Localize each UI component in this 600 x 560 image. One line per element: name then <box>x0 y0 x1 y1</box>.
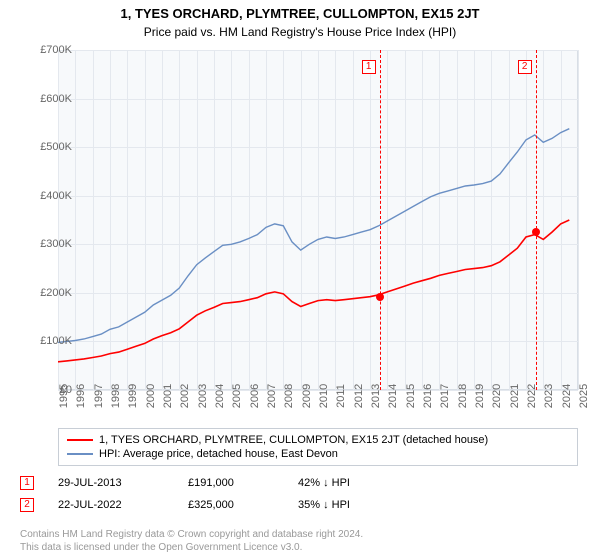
x-axis-label: 2000 <box>145 384 157 408</box>
event-date: 22-JUL-2022 <box>58 499 188 511</box>
y-axis-label: £200K <box>22 287 72 299</box>
event-marker-1: 1 <box>20 476 34 490</box>
x-axis-label: 2009 <box>301 384 313 408</box>
event-diff: 35% ↓ HPI <box>298 499 418 511</box>
y-axis-label: £600K <box>22 93 72 105</box>
x-axis-label: 2014 <box>387 384 399 408</box>
marker-line-1 <box>380 50 381 390</box>
x-axis-label: 2006 <box>249 384 261 408</box>
x-axis-label: 2004 <box>214 384 226 408</box>
event-row: 2 22-JUL-2022 £325,000 35% ↓ HPI <box>20 494 580 516</box>
grid-line-v <box>578 50 579 390</box>
x-axis-label: 2025 <box>578 384 590 408</box>
x-axis-label: 2012 <box>353 384 365 408</box>
event-price: £325,000 <box>188 499 298 511</box>
y-axis-label: £100K <box>22 335 72 347</box>
x-axis-label: 2017 <box>439 384 451 408</box>
x-axis-label: 2024 <box>561 384 573 408</box>
footer-line1: Contains HM Land Registry data © Crown c… <box>20 528 363 541</box>
legend-swatch-price <box>67 439 93 442</box>
footer-attribution: Contains HM Land Registry data © Crown c… <box>20 528 363 554</box>
legend-row: HPI: Average price, detached house, East… <box>67 447 569 461</box>
y-axis-label: £500K <box>22 141 72 153</box>
x-axis-label: 2011 <box>335 384 347 408</box>
event-price: £191,000 <box>188 477 298 489</box>
x-axis-label: 2001 <box>162 384 174 408</box>
event-marker-2: 2 <box>20 498 34 512</box>
event-date: 29-JUL-2013 <box>58 477 188 489</box>
marker-dot-1 <box>376 293 384 301</box>
legend-row: 1, TYES ORCHARD, PLYMTREE, CULLOMPTON, E… <box>67 433 569 447</box>
x-axis-label: 2003 <box>197 384 209 408</box>
x-axis-label: 2008 <box>283 384 295 408</box>
events-table: 1 29-JUL-2013 £191,000 42% ↓ HPI 2 22-JU… <box>20 472 580 516</box>
y-axis-label: £300K <box>22 238 72 250</box>
chart-lines <box>58 50 578 390</box>
x-axis-label: 2016 <box>422 384 434 408</box>
legend-label-hpi: HPI: Average price, detached house, East… <box>99 448 338 460</box>
x-axis-label: 1997 <box>93 384 105 408</box>
y-axis-label: £0 <box>22 384 72 396</box>
x-axis-label: 1998 <box>110 384 122 408</box>
y-axis-label: £400K <box>22 190 72 202</box>
x-axis-label: 2005 <box>231 384 243 408</box>
x-axis-label: 2018 <box>457 384 469 408</box>
y-axis-label: £700K <box>22 44 72 56</box>
chart-subtitle: Price paid vs. HM Land Registry's House … <box>0 21 600 39</box>
x-axis-label: 2002 <box>179 384 191 408</box>
x-axis-label: 2019 <box>474 384 486 408</box>
x-axis-label: 1999 <box>127 384 139 408</box>
legend-swatch-hpi <box>67 453 93 455</box>
x-axis-label: 2021 <box>509 384 521 408</box>
chart-area: 12 1995199619971998199920002001200220032… <box>58 50 578 390</box>
event-row: 1 29-JUL-2013 £191,000 42% ↓ HPI <box>20 472 580 494</box>
footer-line2: This data is licensed under the Open Gov… <box>20 541 363 554</box>
x-axis-label: 2015 <box>405 384 417 408</box>
x-axis-label: 1996 <box>75 384 87 408</box>
x-axis-label: 2007 <box>266 384 278 408</box>
marker-dot-2 <box>532 228 540 236</box>
x-axis-label: 2020 <box>491 384 503 408</box>
marker-box-2: 2 <box>518 60 532 74</box>
x-axis-label: 2022 <box>526 384 538 408</box>
event-diff: 42% ↓ HPI <box>298 477 418 489</box>
legend-label-price: 1, TYES ORCHARD, PLYMTREE, CULLOMPTON, E… <box>99 434 488 446</box>
series-hpi <box>58 129 569 343</box>
marker-box-1: 1 <box>362 60 376 74</box>
x-axis-label: 2023 <box>543 384 555 408</box>
x-axis-label: 2013 <box>370 384 382 408</box>
marker-line-2 <box>536 50 537 390</box>
legend: 1, TYES ORCHARD, PLYMTREE, CULLOMPTON, E… <box>58 428 578 466</box>
x-axis-label: 2010 <box>318 384 330 408</box>
chart-title: 1, TYES ORCHARD, PLYMTREE, CULLOMPTON, E… <box>0 0 600 21</box>
